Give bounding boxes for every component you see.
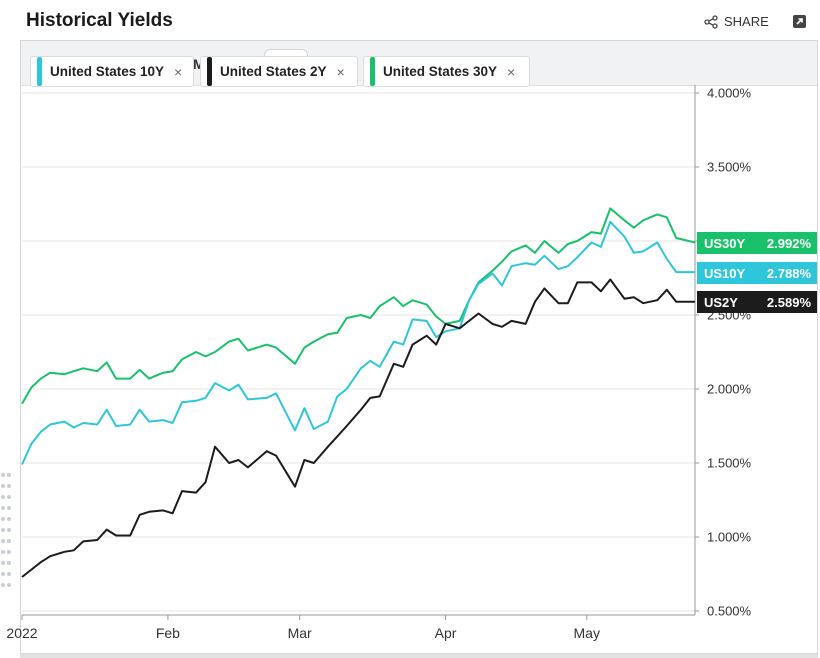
drag-handle-dots[interactable] [0,470,14,600]
chart-panel: MTD 1M QTD 3M 6M YTD 1Y 3Y 5Y 10Y [20,40,818,654]
x-tick-label: Feb [156,625,180,641]
popout-button[interactable] [793,15,806,28]
drag-dot [1,473,5,477]
drag-dot [7,583,11,587]
legend-chip-us10y[interactable]: United States 10Y × [30,56,194,87]
last-value-series-us30y: US30Y [704,236,746,251]
last-value-series-us2y: US2Y [704,295,738,310]
drag-dot [1,550,5,554]
last-value-label-us2y: 2.589% [767,295,812,310]
legend-swatch-us10y [37,57,42,86]
drag-dot [7,473,11,477]
legend-swatch-us30y [370,57,375,86]
page-title: Historical Yields [26,10,173,31]
share-button[interactable]: SHARE [704,14,769,29]
remove-series-icon[interactable]: × [174,63,183,80]
legend-label-us2y: United States 2Y [220,64,327,79]
last-value-tag-us10y [697,262,817,284]
horizontal-scrollbar[interactable] [20,654,818,658]
share-icon [704,14,718,29]
drag-dot [1,506,5,510]
y-tick-label: 1.000% [707,530,752,545]
legend-chip-us2y[interactable]: United States 2Y × [200,56,358,87]
x-tick-label: Apr [435,625,457,641]
x-tick-label: May [574,625,600,641]
x-tick-label: 2022 [6,625,37,641]
drag-dot [7,495,11,499]
drag-dot [7,517,11,521]
drag-dot [7,484,11,488]
drag-dot [1,495,5,499]
drag-dot [1,572,5,576]
series-line-us2y [21,278,695,578]
y-tick-label: 4.000% [707,86,752,101]
drag-dot [1,561,5,565]
remove-series-icon[interactable]: × [507,63,516,80]
drag-dot [7,550,11,554]
legend-label-us10y: United States 10Y [50,64,165,79]
drag-dot [7,572,11,576]
y-tick-label: 2.000% [707,382,752,397]
external-link-icon [796,18,803,25]
x-tick-label: Mar [288,625,312,641]
legend-swatch-us2y [207,57,212,86]
drag-dot [1,484,5,488]
y-tick-label: 1.500% [707,456,752,471]
y-tick-label: 3.500% [707,160,752,175]
series-line-us10y [21,220,695,465]
drag-dot [7,528,11,532]
drag-dot [1,517,5,521]
last-value-label-us10y: 2.788% [767,266,812,281]
last-value-tag-us30y [697,232,817,254]
last-value-tag-us2y [697,291,817,313]
series-line-us30y [21,207,696,405]
legend-label-us30y: United States 30Y [383,64,498,79]
share-label: SHARE [724,14,769,29]
drag-dot [7,561,11,565]
drag-dot [7,506,11,510]
drag-dot [1,528,5,532]
last-value-label-us30y: 2.992% [767,236,812,251]
drag-dot [7,539,11,543]
drag-dot [1,583,5,587]
y-tick-label: 0.500% [707,604,752,619]
remove-series-icon[interactable]: × [336,63,345,80]
drag-dot [1,539,5,543]
last-value-series-us10y: US10Y [704,266,746,281]
legend-chip-us30y[interactable]: United States 30Y × [363,56,530,87]
